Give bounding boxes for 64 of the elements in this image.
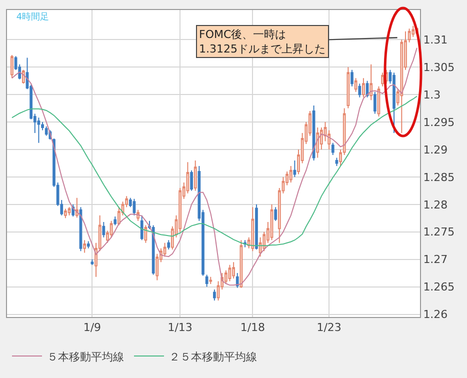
candlestick (140, 214, 144, 241)
candlestick (167, 240, 170, 250)
candlestick (373, 91, 376, 114)
candlestick (289, 165, 292, 183)
candlestick (152, 224, 155, 276)
candlestick (342, 108, 346, 156)
candlestick (90, 258, 94, 266)
y-tick-label: 1.285 (423, 170, 455, 184)
candlestick (102, 221, 106, 238)
x-tick-label: 1/23 (316, 321, 342, 334)
y-tick-label: 1.28 (423, 198, 448, 212)
y-tick-label: 1.305 (423, 60, 455, 74)
candlestick (190, 170, 193, 192)
candlestick (354, 78, 358, 92)
candlestick (293, 160, 296, 178)
y-tick-label: 1.3 (423, 88, 441, 102)
y-tick-label: 1.27 (423, 253, 448, 266)
y-tick-label: 1.31 (423, 34, 448, 47)
candlestick (331, 142, 334, 156)
candlestick (209, 276, 212, 285)
candlestick (358, 83, 362, 98)
legend-label: ２５本移動平均線 (169, 350, 257, 364)
candlestick (44, 126, 48, 136)
candlestick (37, 117, 40, 144)
candlestick (10, 54, 14, 79)
candlestick (350, 69, 354, 87)
y-tick-label: 1.26 (423, 308, 448, 322)
candlestick (392, 72, 396, 134)
candlestick (370, 64, 373, 101)
candlestick (83, 240, 86, 254)
candlestick (381, 72, 384, 87)
candlestick (205, 274, 208, 288)
candlestick (270, 204, 274, 241)
candlestick (64, 208, 67, 219)
candlestick (213, 289, 216, 302)
candlestick (86, 240, 90, 249)
candlestick (228, 264, 232, 282)
candlestick (274, 206, 278, 222)
y-tick-label: 1.295 (423, 116, 455, 129)
line-series (11, 96, 418, 246)
candlestick (251, 206, 254, 252)
x-tick-label: 1/13 (168, 321, 192, 334)
candlestick (255, 204, 258, 250)
candlestick (346, 66, 350, 109)
candlestick (339, 149, 342, 166)
chart-title: 4時間足 (16, 12, 50, 23)
candlestick (408, 28, 411, 43)
candlestick (316, 127, 320, 158)
candlestick (68, 206, 71, 216)
candlestick (194, 160, 197, 192)
x-tick-label: 1/9 (83, 321, 102, 334)
legend-label: ５本移動平均線 (47, 350, 124, 364)
y-tick-label: 1.29 (423, 143, 448, 156)
y-tick-label: 1.265 (423, 280, 455, 294)
candlestick (362, 78, 365, 98)
candlestick (236, 272, 239, 288)
candlestick (41, 122, 44, 131)
candlestick (335, 157, 338, 166)
candlestick (114, 216, 117, 226)
y-tick-label: 1.275 (423, 226, 455, 239)
annotation: FOMC後、一時は 1.3125ドルまで上昇した (199, 28, 326, 56)
candlestick (132, 198, 136, 216)
x-tick-label: 1/18 (240, 321, 266, 334)
candlestick (232, 262, 235, 280)
